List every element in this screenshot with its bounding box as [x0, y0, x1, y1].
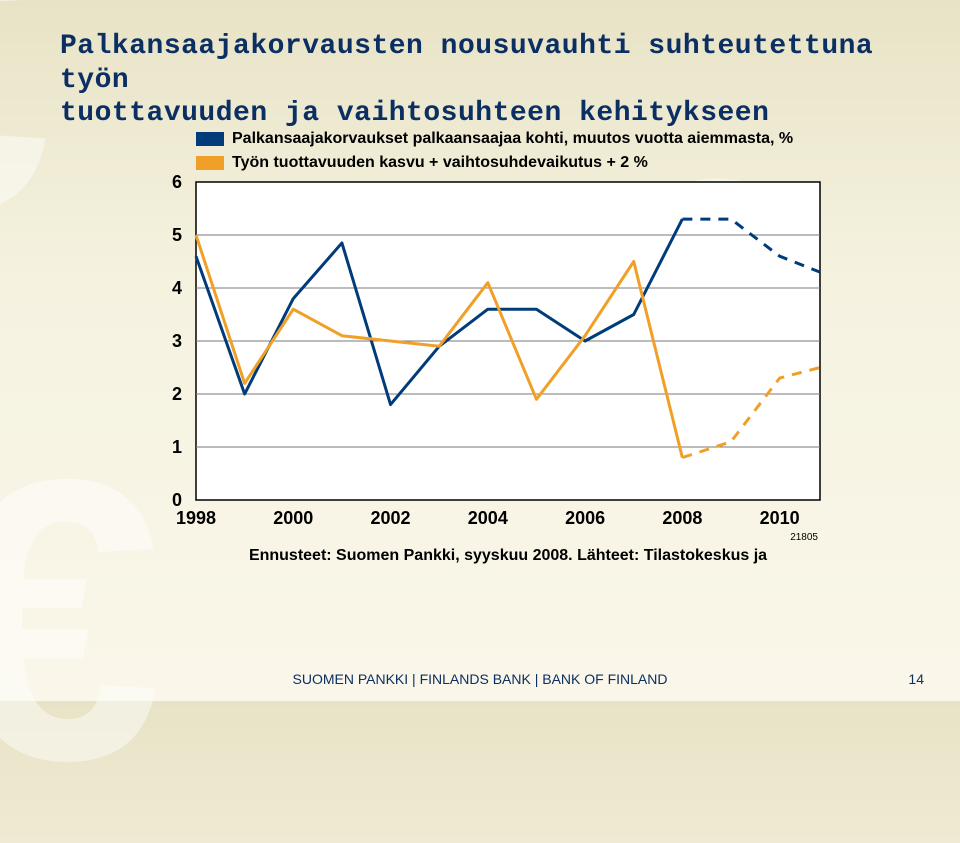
svg-text:1: 1 — [172, 437, 182, 457]
svg-text:5: 5 — [172, 225, 182, 245]
title-line-2: tuottavuuden ja vaihtosuhteen kehityksee… — [60, 98, 769, 129]
svg-text:2006: 2006 — [565, 508, 605, 528]
page-title: Palkansaajakorvausten nousuvauhti suhteu… — [60, 30, 900, 131]
svg-text:2008: 2008 — [662, 508, 702, 528]
svg-text:2000: 2000 — [273, 508, 313, 528]
svg-text:2010: 2010 — [760, 508, 800, 528]
svg-text:2004: 2004 — [468, 508, 508, 528]
svg-text:Ennusteet: Suomen Pankki, syys: Ennusteet: Suomen Pankki, syyskuu 2008. … — [249, 547, 767, 564]
svg-text:4: 4 — [172, 278, 182, 298]
page-number: 14 — [908, 671, 924, 687]
svg-text:1998: 1998 — [176, 508, 216, 528]
title-line-1: Palkansaajakorvausten nousuvauhti suhteu… — [60, 31, 873, 96]
line-chart: 0 1 2 3 4 5 6 1998 2000 2002 2004 2006 2008 2010 21805… — [140, 130, 830, 590]
svg-text:0: 0 — [172, 490, 182, 510]
watermark-euro: € — [0, 420, 162, 820]
svg-text:21805: 21805 — [790, 532, 818, 543]
svg-text:6: 6 — [172, 172, 182, 192]
watermark-euro: € — [0, 0, 52, 270]
svg-text:2002: 2002 — [371, 508, 411, 528]
svg-text:3: 3 — [172, 331, 182, 351]
footer-text: SUOMEN PANKKI | FINLANDS BANK | BANK OF … — [0, 671, 960, 687]
svg-text:2: 2 — [172, 384, 182, 404]
